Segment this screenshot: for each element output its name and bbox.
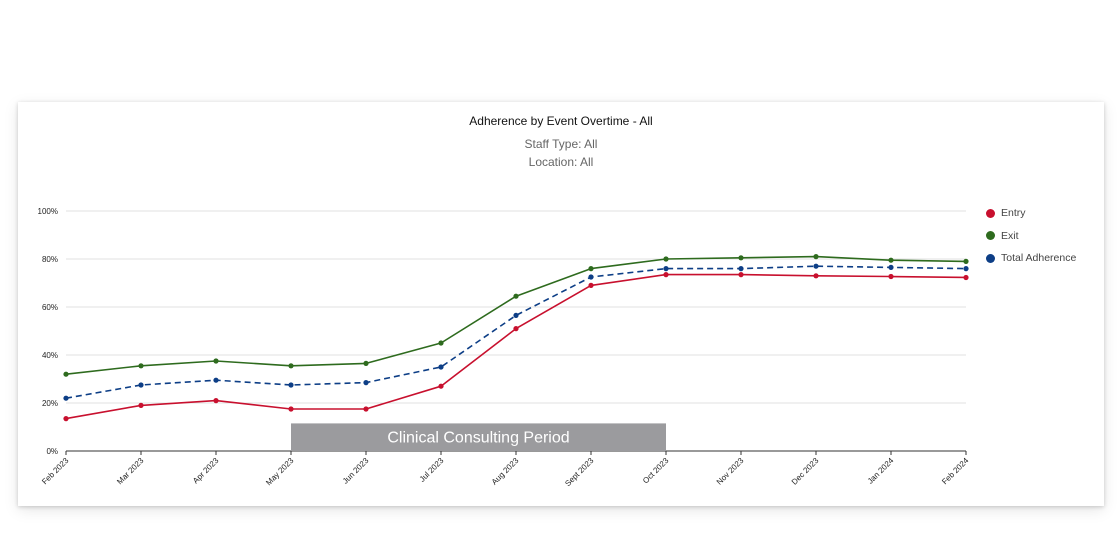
y-tick-label: 20% [42, 399, 58, 408]
clinical-consulting-period-label: Clinical Consulting Period [387, 430, 569, 447]
data-point-total-adherence [363, 380, 369, 386]
data-point-total-adherence [138, 382, 144, 388]
data-point-entry [363, 406, 369, 412]
data-point-exit [363, 360, 369, 366]
legend-item-total-adherence[interactable]: Total Adherence [986, 247, 1076, 270]
y-tick-label: 60% [42, 303, 58, 312]
data-point-total-adherence [588, 274, 594, 280]
exit-legend-dot-icon [986, 231, 995, 241]
x-tick-label: Sept 2023 [563, 456, 596, 489]
series-line-total-adherence [65, 265, 967, 399]
data-point-total-adherence [813, 263, 819, 269]
x-tick-label: Jan 2024 [866, 456, 896, 486]
data-point-exit [63, 371, 69, 377]
data-point-exit [213, 358, 219, 364]
x-tick-label: Aug 2023 [490, 456, 521, 487]
data-point-entry [588, 282, 594, 288]
legend-item-entry[interactable]: Entry [986, 202, 1076, 225]
legend-label-total-adherence: Total Adherence [1001, 252, 1077, 265]
entry-legend-dot-icon [986, 208, 995, 218]
data-point-entry [813, 273, 819, 279]
data-point-exit [513, 293, 519, 299]
x-tick-label: Jul 2023 [418, 456, 446, 484]
data-point-total-adherence [63, 395, 69, 401]
data-point-entry [213, 398, 219, 404]
data-point-exit [738, 255, 744, 261]
data-point-exit [663, 256, 669, 262]
x-tick-label: Feb 2024 [940, 456, 971, 487]
data-point-total-adherence [963, 266, 969, 272]
data-point-exit [888, 257, 894, 263]
y-tick-label: 80% [42, 255, 58, 264]
x-tick-label: Oct 2023 [641, 456, 671, 486]
chart-legend: Entry Exit Total Adherence [986, 202, 1076, 270]
legend-item-exit[interactable]: Exit [986, 225, 1076, 248]
y-tick-label: 100% [38, 207, 58, 216]
x-tick-label: Mar 2023 [115, 456, 146, 487]
data-point-exit [813, 254, 819, 260]
data-point-total-adherence [738, 266, 744, 272]
data-point-entry [513, 326, 519, 332]
data-point-entry [288, 406, 294, 412]
chart-subtitle-location: Location: All [528, 155, 594, 169]
data-point-exit [588, 266, 594, 272]
data-point-total-adherence [288, 382, 294, 388]
data-point-entry [888, 273, 894, 280]
data-point-entry [963, 274, 969, 281]
x-tick-label: Feb 2023 [40, 456, 71, 487]
data-point-entry [138, 402, 144, 408]
data-point-exit [438, 340, 444, 346]
data-point-exit [963, 258, 969, 264]
x-tick-label: Jun 2023 [341, 456, 371, 486]
data-point-exit [288, 363, 294, 369]
total-adherence-legend-dot-icon [986, 253, 995, 263]
x-tick-label: Apr 2023 [191, 456, 221, 486]
x-tick-label: May 2023 [264, 456, 296, 488]
chart-card: Adherence by Event Overtime - All Staff … [18, 102, 1104, 506]
chart-subtitle-staff-type: Staff Type: All [524, 137, 598, 151]
y-tick-label: 40% [42, 351, 58, 360]
data-point-total-adherence [213, 377, 219, 383]
y-tick-label: 0% [46, 447, 58, 456]
x-tick-label: Dec 2023 [790, 456, 821, 487]
data-point-entry [738, 272, 744, 278]
data-point-total-adherence [513, 312, 519, 318]
x-tick-label: Nov 2023 [715, 456, 746, 487]
chart-title: Adherence by Event Overtime - All [469, 114, 653, 128]
data-point-total-adherence [438, 364, 444, 370]
data-point-total-adherence [663, 266, 669, 272]
data-point-exit [138, 363, 144, 369]
data-point-entry [63, 416, 69, 422]
legend-label-exit: Exit [1001, 229, 1019, 242]
line-chart: 0% 20% 40% 60% 80% 100% Feb 2023 Mar 2023 Apr 20… [38, 207, 971, 489]
data-point-entry [438, 383, 444, 389]
clinical-consulting-period-band [291, 423, 666, 451]
legend-label-entry: Entry [1001, 207, 1026, 220]
data-point-entry [663, 272, 669, 278]
data-point-total-adherence [888, 264, 894, 270]
